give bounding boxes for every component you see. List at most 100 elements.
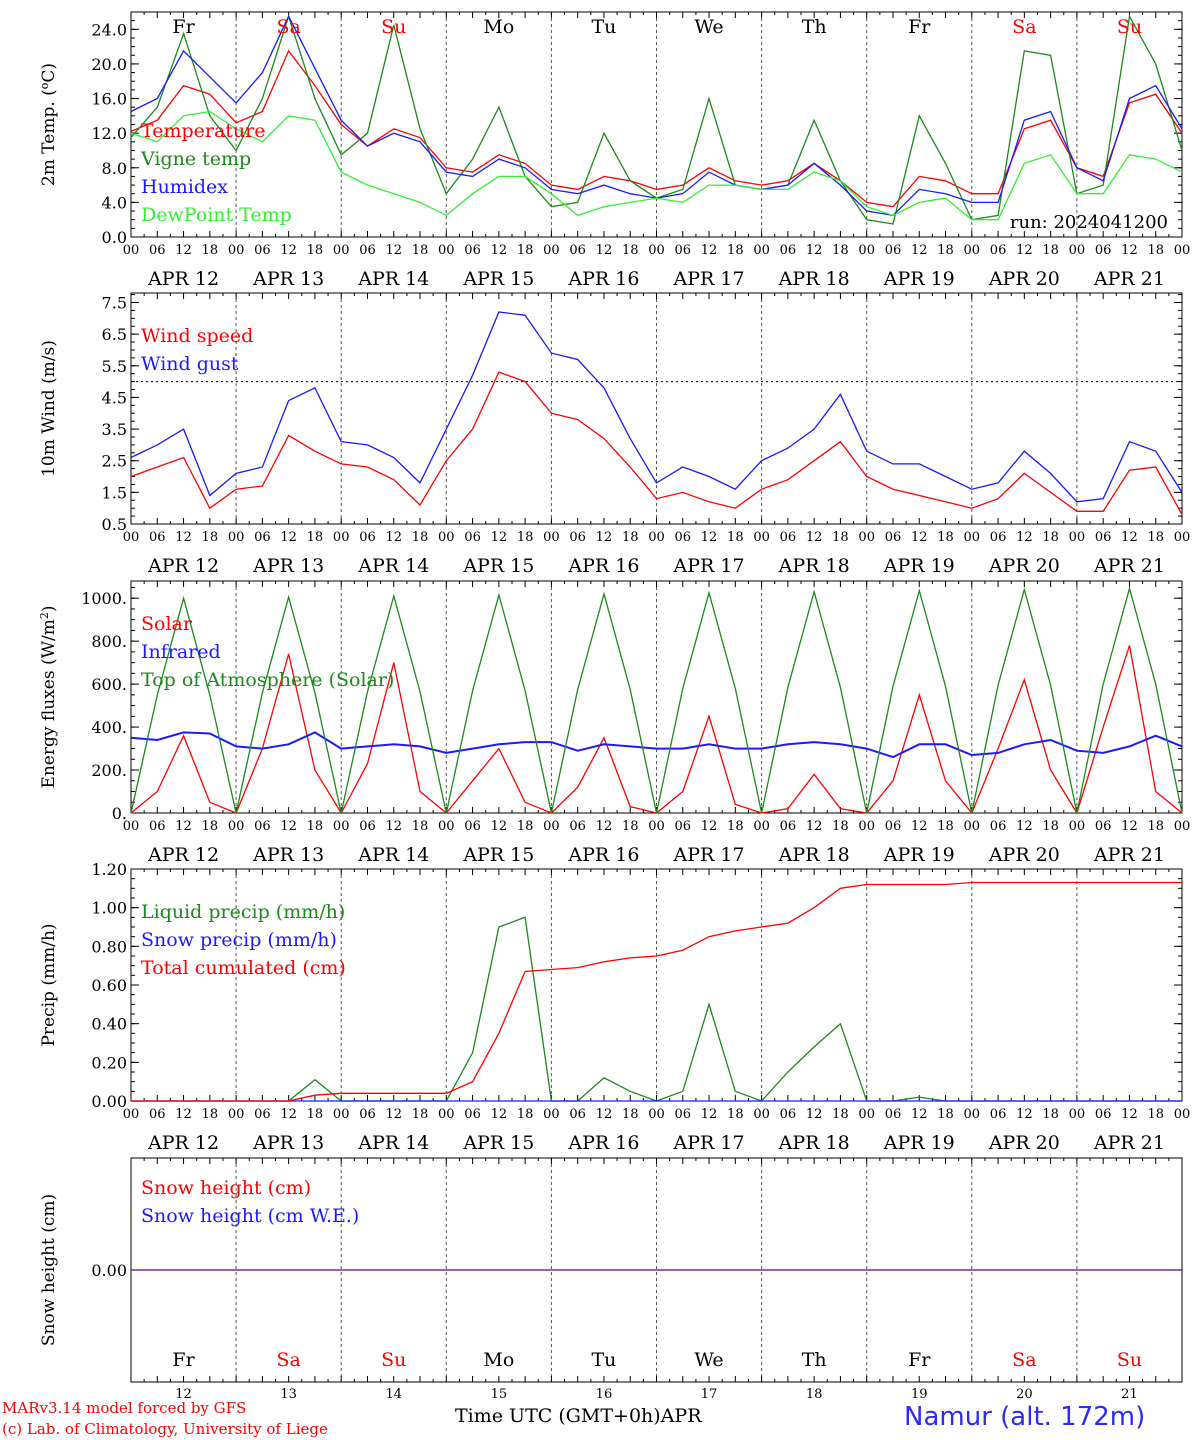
hour-tick-label: 12 <box>280 1107 297 1122</box>
hour-tick-label: 06 <box>569 1107 586 1122</box>
date-label: APR 21 <box>1093 268 1165 290</box>
date-label: APR 15 <box>462 555 534 577</box>
hour-tick-label: 18 <box>1147 243 1164 258</box>
y-tick-label: 0.60 <box>91 976 127 995</box>
hour-tick-label: 12 <box>1016 243 1033 258</box>
hour-tick-label: 18 <box>832 819 849 834</box>
y-tick-label: 400. <box>91 718 127 737</box>
hour-tick-label: 00 <box>123 243 140 258</box>
day-of-week-label: Mo <box>483 1349 514 1371</box>
hour-tick-label: 06 <box>569 243 586 258</box>
hour-tick-label: 12 <box>1016 530 1033 545</box>
hour-tick-label: 12 <box>701 530 718 545</box>
hour-tick-label: 00 <box>438 243 455 258</box>
hour-tick-label: 18 <box>937 530 954 545</box>
hour-tick-label: 06 <box>359 530 376 545</box>
date-label: APR 16 <box>567 555 639 577</box>
legend-entry: Snow height (cm) <box>141 1177 311 1199</box>
hour-tick-label: 00 <box>648 1107 665 1122</box>
date-label: APR 20 <box>988 268 1060 290</box>
time-axis-label: Time UTC (GMT+0h)APR <box>455 1405 702 1427</box>
hour-tick-label: 06 <box>780 819 797 834</box>
hour-tick-label: 12 <box>491 1107 508 1122</box>
date-label: APR 17 <box>673 555 745 577</box>
hour-tick-label: 12 <box>491 530 508 545</box>
date-label: APR 18 <box>778 1132 850 1154</box>
day-of-week-label: Tu <box>591 1349 616 1371</box>
hour-tick-label: 18 <box>727 530 744 545</box>
hour-tick-label: 00 <box>543 530 560 545</box>
hour-tick-label: 06 <box>1095 243 1112 258</box>
legend-entry: Top of Atmosphere (Solar) <box>141 669 394 691</box>
hour-tick-label: 12 <box>385 819 402 834</box>
hour-tick-label: 00 <box>964 1107 981 1122</box>
hour-tick-label: 18 <box>517 530 534 545</box>
hour-tick-label: 18 <box>727 1107 744 1122</box>
hour-tick-label: 00 <box>753 530 770 545</box>
y-tick-label: 0.80 <box>91 937 127 956</box>
hour-tick-label: 18 <box>937 819 954 834</box>
date-label: APR 12 <box>147 1132 219 1154</box>
hour-tick-label: 06 <box>464 819 481 834</box>
hour-tick-label: 18 <box>622 530 639 545</box>
hour-tick-label: 18 <box>412 819 429 834</box>
date-label: APR 17 <box>673 1132 745 1154</box>
date-label: APR 15 <box>462 844 534 866</box>
hour-tick-label: 00 <box>753 819 770 834</box>
hour-tick-label: 18 <box>412 530 429 545</box>
hour-tick-label: 00 <box>964 530 981 545</box>
hour-tick-label: 06 <box>990 819 1007 834</box>
hour-tick-label: 06 <box>885 243 902 258</box>
hour-tick-label: 00 <box>543 1107 560 1122</box>
hour-tick-label: 18 <box>307 530 324 545</box>
hour-tick-label: 06 <box>780 243 797 258</box>
hour-tick-label: 00 <box>1174 530 1191 545</box>
date-label: APR 15 <box>462 1132 534 1154</box>
y-axis-title: Precip (mm/h) <box>39 923 59 1046</box>
series-line-wind-speed <box>130 371 1183 515</box>
hour-tick-label: 18 <box>202 530 219 545</box>
series-line-infrared <box>130 731 1183 759</box>
hour-tick-label: 12 <box>701 819 718 834</box>
hour-tick-label: 12 <box>911 819 928 834</box>
date-label: APR 20 <box>988 844 1060 866</box>
hour-tick-label: 00 <box>753 243 770 258</box>
hour-tick-label: 06 <box>359 243 376 258</box>
hour-tick-label: 18 <box>1147 530 1164 545</box>
hour-tick-label: 00 <box>964 243 981 258</box>
hour-tick-label: 00 <box>438 530 455 545</box>
y-tick-label: 4.0 <box>102 193 127 212</box>
y-axis-title: 2m Temp. (oC) <box>38 63 59 186</box>
hour-tick-label: 06 <box>675 243 692 258</box>
legend-entry: Snow precip (mm/h) <box>141 929 337 951</box>
date-label: APR 20 <box>988 1132 1060 1154</box>
day-number-label: 17 <box>701 1387 718 1402</box>
hour-tick-label: 06 <box>359 819 376 834</box>
date-label: APR 19 <box>883 1132 955 1154</box>
day-number-label: 16 <box>596 1387 613 1402</box>
hour-tick-label: 12 <box>596 1107 613 1122</box>
date-label: APR 18 <box>778 268 850 290</box>
hour-tick-label: 12 <box>1121 1107 1138 1122</box>
hour-tick-label: 00 <box>858 243 875 258</box>
day-of-week-label: Su <box>381 1349 406 1371</box>
date-label: APR 17 <box>673 844 745 866</box>
legend-entry: Vigne temp <box>140 148 251 170</box>
hour-tick-label: 12 <box>1121 243 1138 258</box>
hour-tick-label: 12 <box>1121 819 1138 834</box>
hour-tick-label: 18 <box>307 1107 324 1122</box>
hour-tick-label: 18 <box>517 243 534 258</box>
hour-tick-label: 18 <box>517 819 534 834</box>
hour-tick-label: 18 <box>307 819 324 834</box>
legend-entry: Snow height (cm W.E.) <box>141 1205 359 1227</box>
date-label: APR 12 <box>147 844 219 866</box>
hour-tick-label: 00 <box>964 819 981 834</box>
hour-tick-label: 00 <box>228 1107 245 1122</box>
series-line-total-cumulated-cm- <box>131 881 1182 1102</box>
y-tick-label: 600. <box>91 675 127 694</box>
hour-tick-label: 06 <box>990 243 1007 258</box>
hour-tick-label: 12 <box>280 819 297 834</box>
model-credit: MARv3.14 model forced by GFS <box>2 1399 247 1417</box>
y-tick-label: 1.00 <box>91 899 127 918</box>
